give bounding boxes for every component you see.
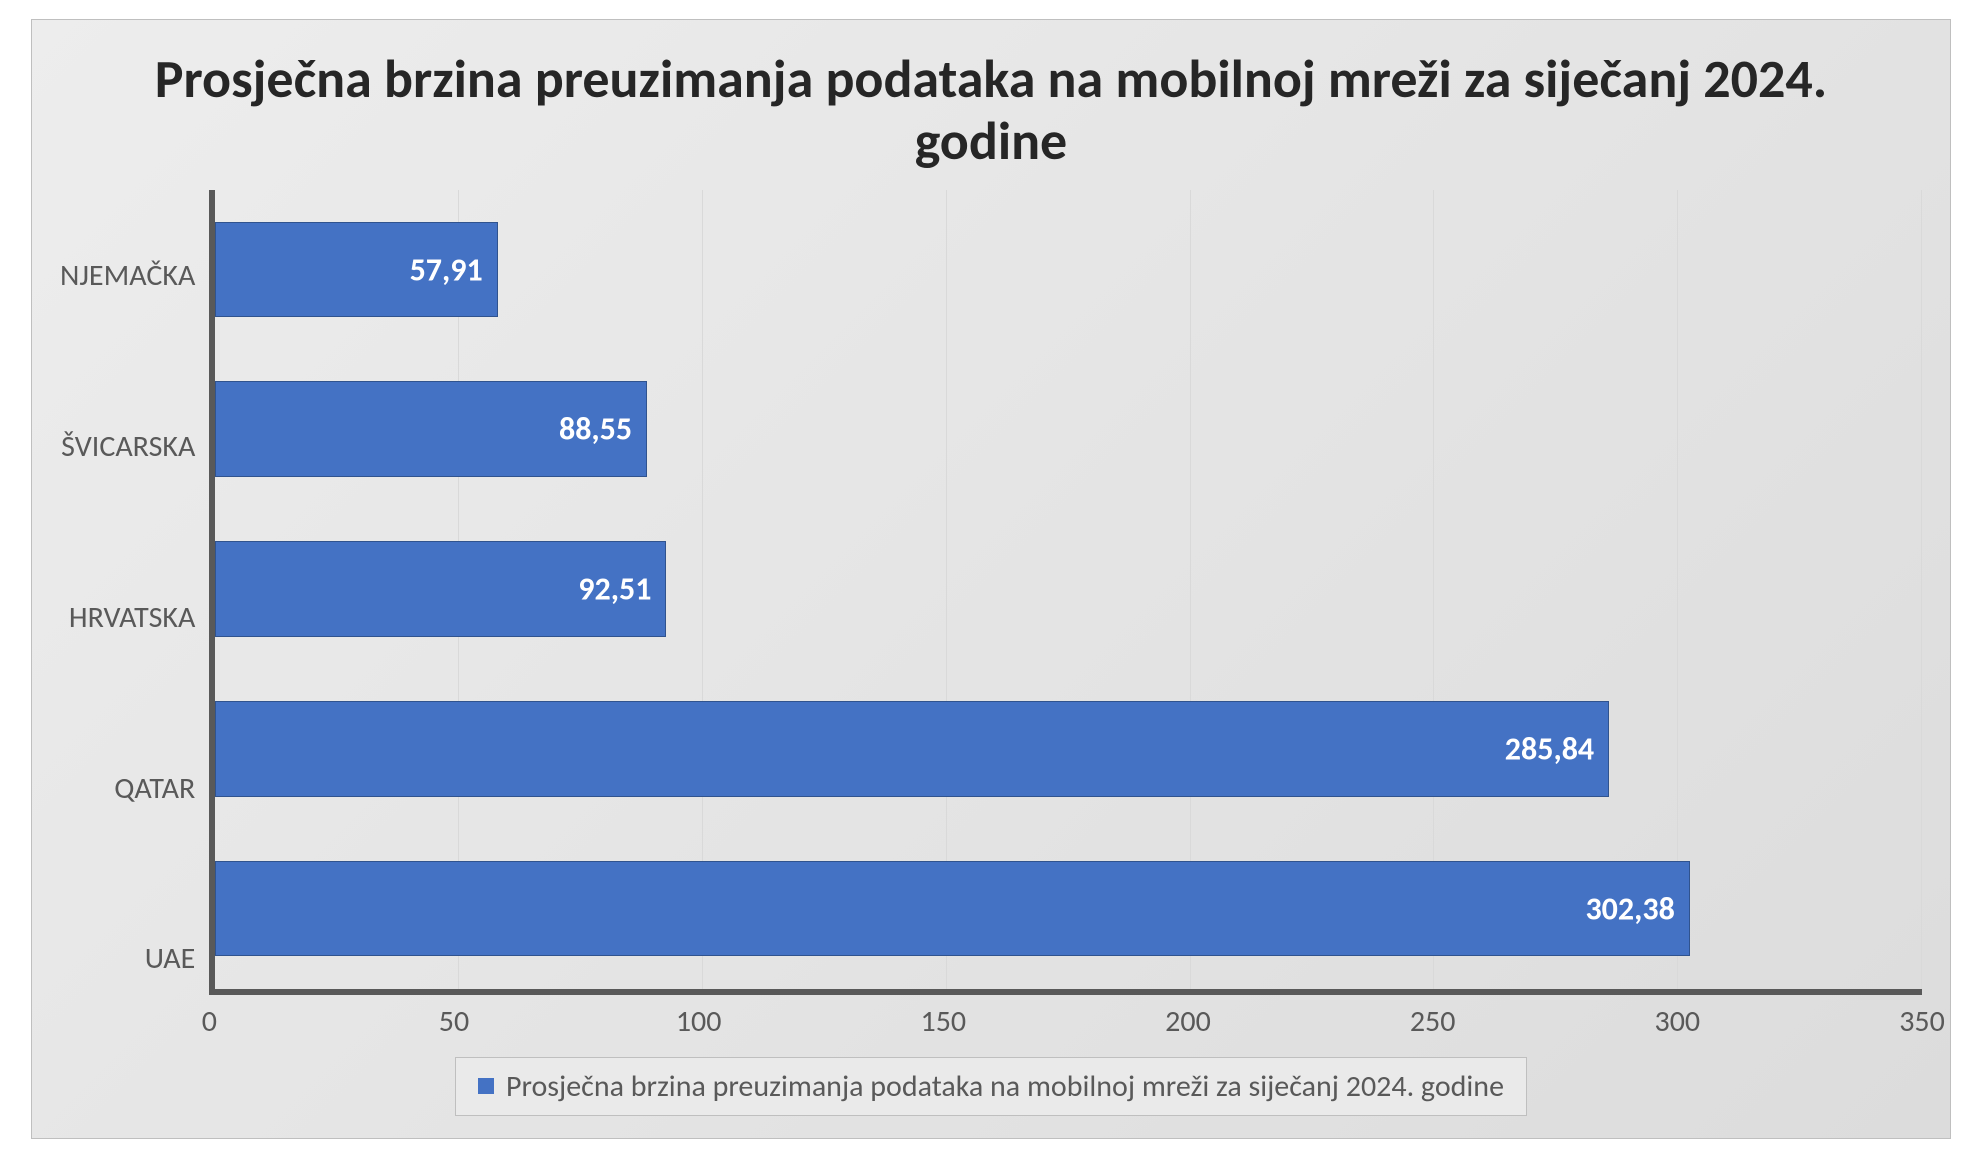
- legend-label: Prosječna brzina preuzimanja podataka na…: [506, 1068, 1504, 1105]
- x-tick-label: 300: [1655, 1003, 1701, 1040]
- bars-layer: 57,91 88,55 92,51 285,84 302,38: [215, 190, 1922, 989]
- bar: 88,55: [215, 381, 647, 477]
- bar-value-label: 57,91: [410, 250, 483, 289]
- y-tick-label: HRVATSKA: [60, 599, 195, 636]
- x-tick-label: 50: [439, 1003, 469, 1040]
- x-tick-label: 100: [676, 1003, 722, 1040]
- x-tick-label: 350: [1899, 1003, 1945, 1040]
- chart-title: Prosječna brzina preuzimanja podataka na…: [60, 38, 1922, 190]
- chart-container: Prosječna brzina preuzimanja podataka na…: [31, 19, 1951, 1139]
- y-axis-labels: NJEMAČKA ŠVICARSKA HRVATSKA QATAR UAE: [60, 190, 209, 1045]
- bar-value-label: 302,38: [1585, 889, 1674, 928]
- y-tick-label: QATAR: [60, 770, 195, 807]
- x-axis-ticks: 050100150200250300350: [209, 995, 1922, 1045]
- legend-swatch: [478, 1078, 494, 1094]
- bar-value-label: 285,84: [1505, 729, 1594, 768]
- bar: 302,38: [215, 861, 1689, 957]
- plot-inner: 57,9188,5592,51285,84302,38 050100150200…: [209, 190, 1922, 1045]
- y-tick-label: UAE: [60, 940, 195, 977]
- bar: 57,91: [215, 222, 497, 318]
- legend: Prosječna brzina preuzimanja podataka na…: [455, 1057, 1527, 1116]
- bar: 285,84: [215, 701, 1609, 797]
- bar-value-label: 92,51: [578, 570, 651, 609]
- bar-value-label: 88,55: [559, 410, 632, 449]
- bar: 92,51: [215, 541, 666, 637]
- x-tick-label: 250: [1410, 1003, 1456, 1040]
- x-tick-label: 0: [202, 1003, 217, 1040]
- y-tick-label: ŠVICARSKA: [60, 428, 195, 465]
- x-tick-label: 200: [1165, 1003, 1211, 1040]
- plot-area: 57,91 88,55 92,51 285,84 302,38: [209, 190, 1922, 995]
- plot-row: NJEMAČKA ŠVICARSKA HRVATSKA QATAR UAE 57,91 8…: [60, 190, 1922, 1045]
- x-tick-label: 150: [921, 1003, 967, 1040]
- y-tick-label: NJEMAČKA: [60, 257, 195, 294]
